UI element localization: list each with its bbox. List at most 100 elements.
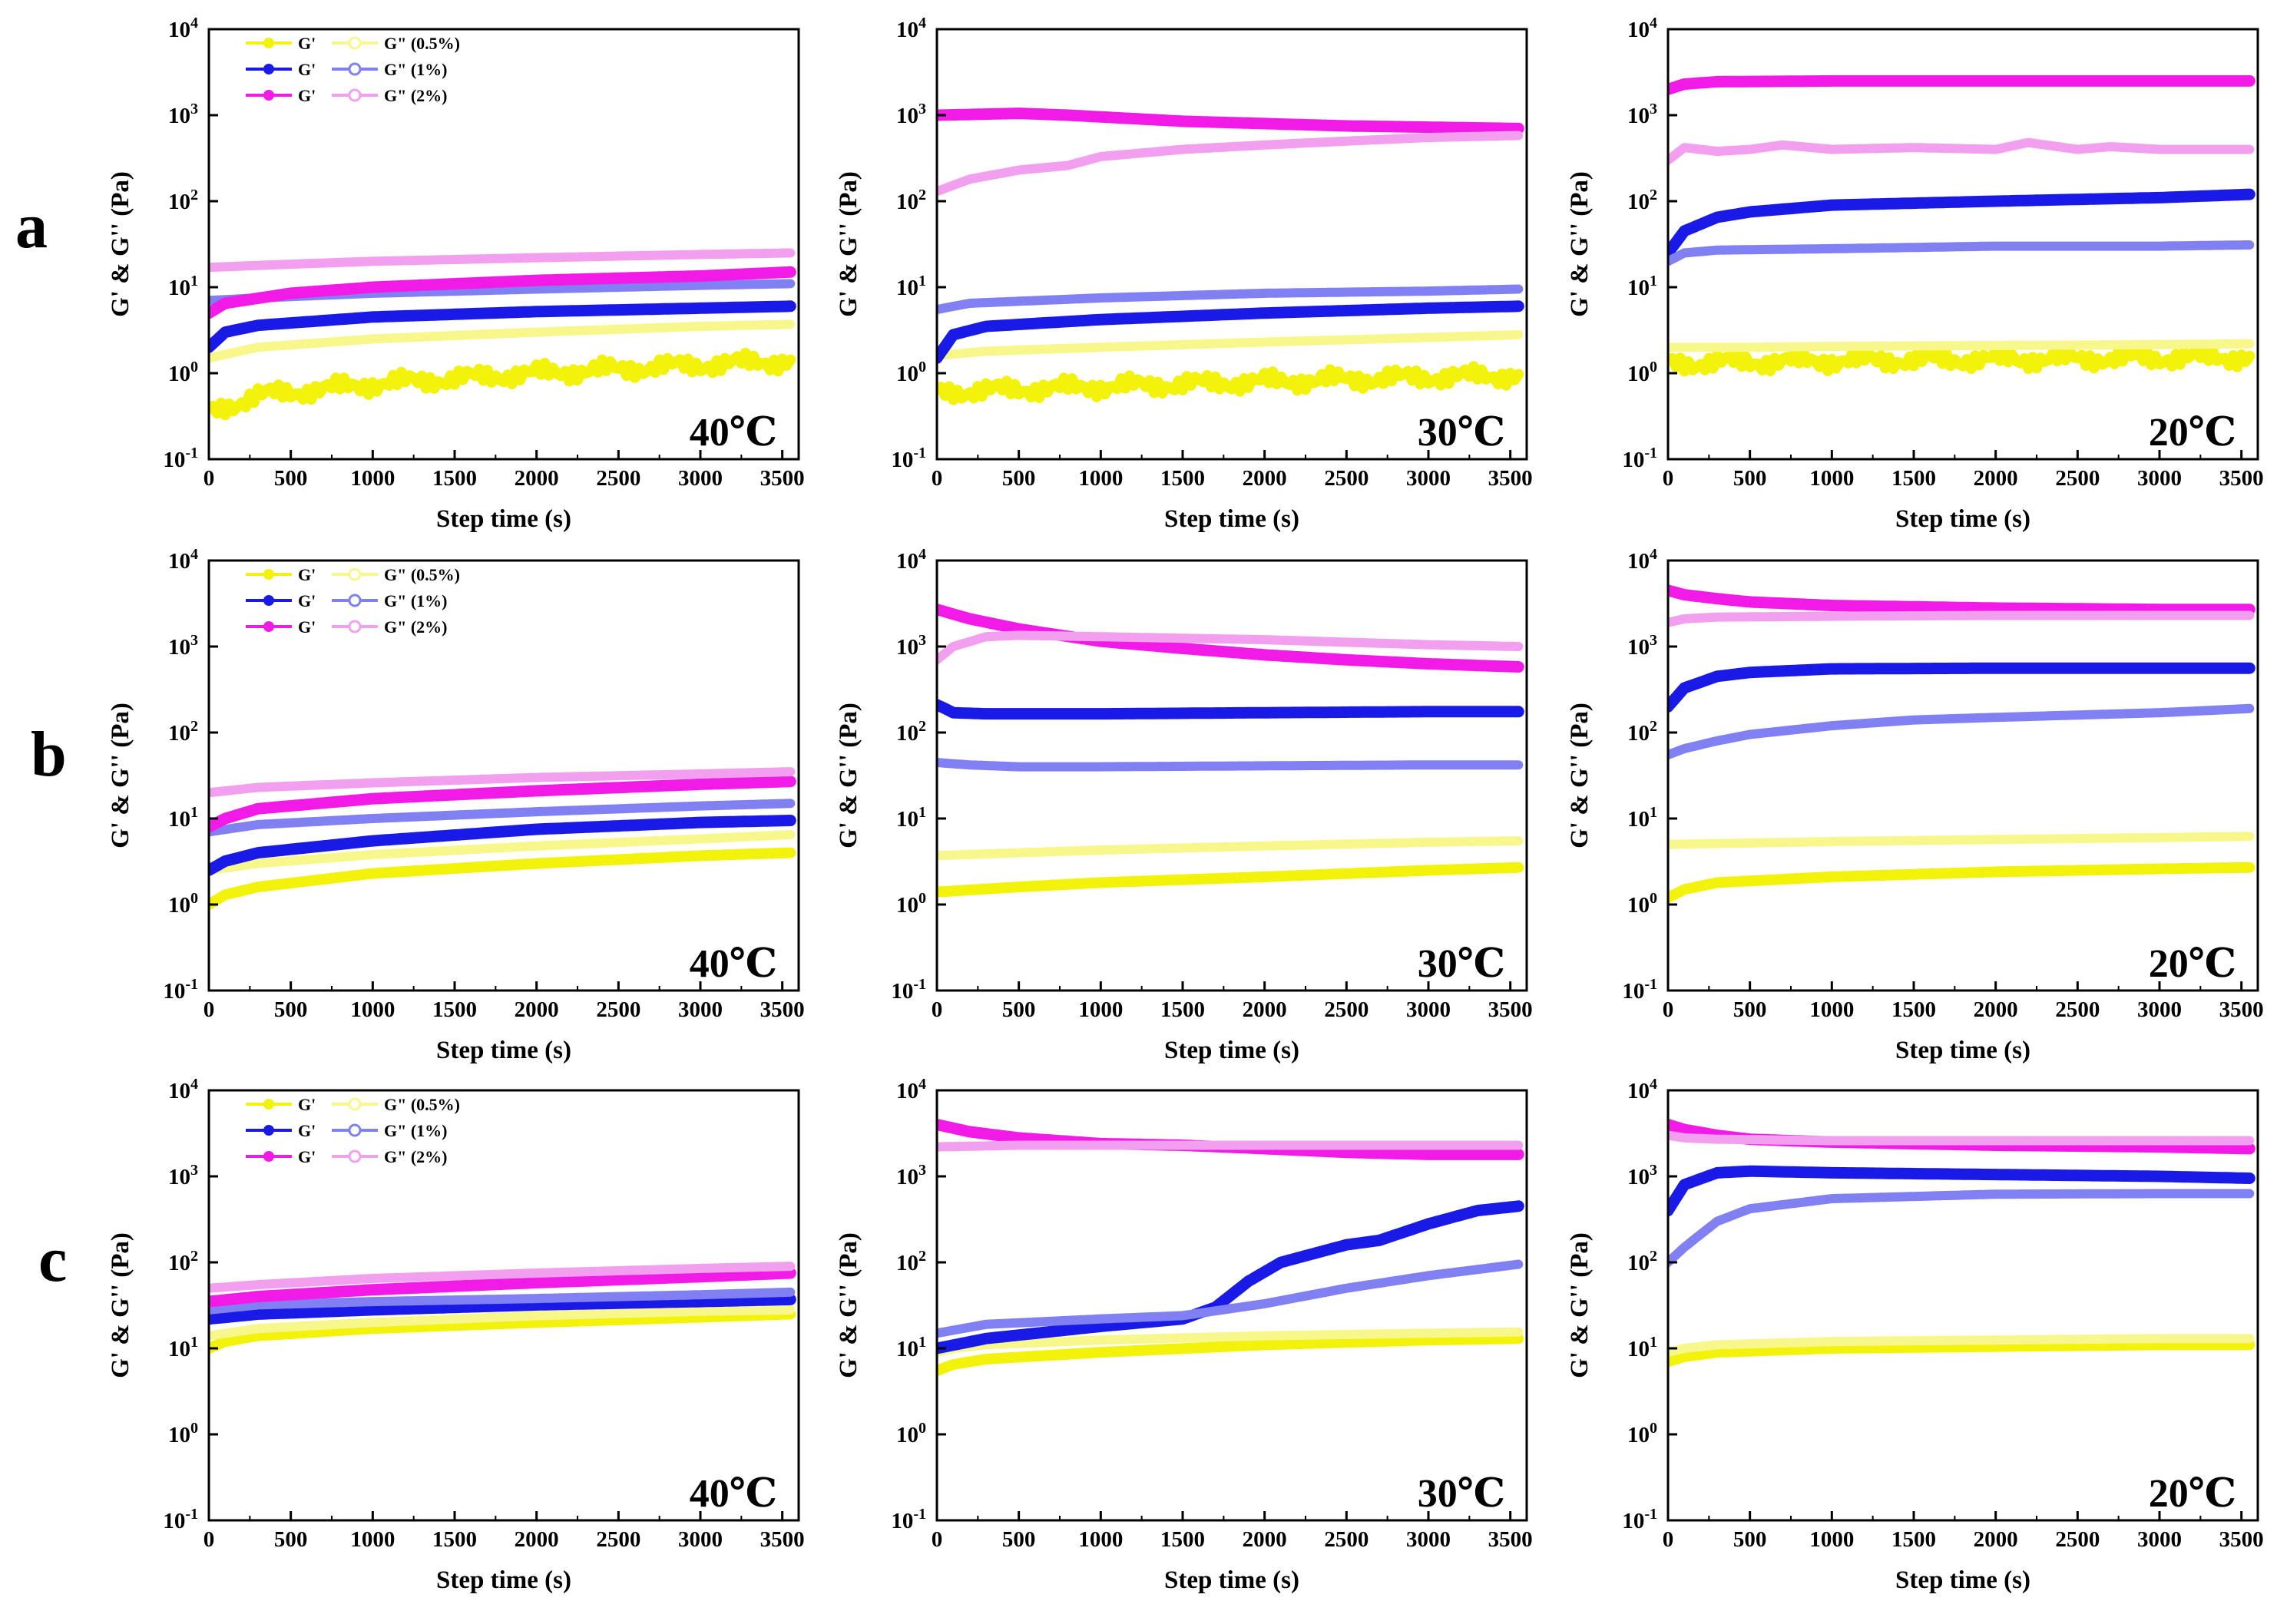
plot-frame bbox=[935, 1089, 1528, 1522]
series-g-dprime-2 bbox=[1668, 137, 2255, 165]
x-tick-label: 2500 bbox=[1324, 1527, 1369, 1552]
y-tick-label: 10-1 bbox=[163, 976, 198, 1004]
y-tick-label: 100 bbox=[168, 359, 198, 386]
y-tick-label: 100 bbox=[896, 890, 926, 918]
series-g-dprime-05 bbox=[937, 329, 1524, 361]
series-group bbox=[1668, 1119, 2255, 1368]
series-g-dprime-05 bbox=[209, 1305, 796, 1341]
series-group bbox=[937, 1119, 1524, 1377]
x-tick-label: 1000 bbox=[1809, 466, 1854, 491]
legend-label-gdprime: G" (2%) bbox=[384, 86, 447, 105]
y-axis-label: G' & G'' (Pa) bbox=[1566, 1232, 1594, 1378]
series-group bbox=[1668, 584, 2255, 904]
legend-marker-open bbox=[348, 88, 362, 102]
x-tick-label: 2500 bbox=[1324, 466, 1369, 491]
row-letter-b: b bbox=[31, 719, 67, 790]
legend-label-gprime: G' bbox=[298, 565, 316, 584]
x-tick-label: 2500 bbox=[2055, 997, 2100, 1022]
series-g-dprime-05 bbox=[937, 836, 1524, 861]
x-tick-label: 2000 bbox=[1974, 1527, 2018, 1552]
x-tick-label: 0 bbox=[204, 997, 215, 1022]
series-g-dprime-1 bbox=[1668, 703, 2255, 760]
x-tick-label: 1000 bbox=[1809, 997, 1854, 1022]
panel-b40: 0 500 1000 1500 2000 2500 3000 3500 10-1 100 101 10… bbox=[107, 546, 805, 1064]
y-tick-label: 10-1 bbox=[1622, 445, 1657, 472]
panels-group: 0 500 1000 1500 2000 2500 3000 350010-110010110… bbox=[107, 15, 2264, 1594]
series-g-dprime-2 bbox=[1668, 610, 2255, 627]
series-group bbox=[209, 248, 796, 421]
legend-marker-open bbox=[348, 1123, 362, 1137]
legend-marker-filled bbox=[263, 90, 274, 101]
series-g-dprime-1 bbox=[209, 799, 796, 837]
x-tick-label: 0 bbox=[932, 1527, 943, 1552]
x-tick-label: 500 bbox=[1733, 466, 1767, 491]
panel-c40: 0 500 1000 1500 2000 2500 3000 3500 10-1 100 101 10… bbox=[107, 1076, 805, 1594]
series-g-dprime-05 bbox=[209, 830, 796, 875]
x-tick-label: 2500 bbox=[1324, 997, 1369, 1022]
x-tick-label: 500 bbox=[274, 1527, 308, 1552]
y-tick-label: 100 bbox=[168, 890, 198, 918]
x-tick-label: 0 bbox=[1663, 997, 1674, 1022]
x-tick-label: 1500 bbox=[1160, 997, 1205, 1022]
x-tick-label: 3500 bbox=[760, 997, 805, 1022]
series-g-dprime-1 bbox=[1668, 240, 2255, 266]
plot-frame bbox=[1666, 559, 2259, 992]
y-tick-label: 103 bbox=[1627, 632, 1657, 660]
legend-marker-filled bbox=[263, 1125, 274, 1136]
series-g-dprime-2 bbox=[209, 767, 796, 798]
row-letter-c: c bbox=[38, 1224, 67, 1295]
x-tick-label: 1500 bbox=[1160, 466, 1205, 491]
series-g-dprime-2 bbox=[209, 248, 796, 273]
plot-frame bbox=[207, 1089, 800, 1522]
y-tick-label: 10-1 bbox=[891, 445, 926, 472]
x-tick-label: 500 bbox=[1733, 1527, 1767, 1552]
y-tick-label: 10-1 bbox=[891, 976, 926, 1004]
x-tick-label: 500 bbox=[1733, 997, 1767, 1022]
legend-marker-open bbox=[348, 36, 362, 50]
y-tick-label: 102 bbox=[168, 1248, 198, 1275]
y-tick-label: 104 bbox=[168, 546, 198, 574]
legend-label-gdprime: G" (0.5%) bbox=[384, 1095, 460, 1114]
y-axis-label: G' & G'' (Pa) bbox=[835, 171, 862, 317]
x-tick-label: 2000 bbox=[515, 997, 559, 1022]
y-tick-label: 101 bbox=[1627, 273, 1657, 300]
x-tick-label: 0 bbox=[204, 466, 215, 491]
x-tick-label: 3000 bbox=[678, 1527, 723, 1552]
x-tick-label: 3500 bbox=[760, 466, 805, 491]
legend-marker-open bbox=[348, 62, 362, 76]
y-axis-label: G' & G'' (Pa) bbox=[835, 703, 862, 848]
y-tick-label: 10-1 bbox=[1622, 976, 1657, 1004]
series-g-dprime-2 bbox=[1668, 1130, 2255, 1146]
x-axis-label: Step time (s) bbox=[436, 1566, 571, 1594]
y-tick-label: 10-1 bbox=[1622, 1506, 1657, 1533]
legend-label-gprime: G' bbox=[298, 34, 316, 53]
y-tick-label: 102 bbox=[1627, 1248, 1657, 1275]
x-tick-label: 3500 bbox=[2219, 1527, 2264, 1552]
y-axis-label: G' & G'' (Pa) bbox=[107, 703, 134, 848]
y-tick-label: 100 bbox=[896, 1420, 926, 1447]
y-tick-label: 104 bbox=[896, 15, 926, 42]
legend-label-gdprime: G" (1%) bbox=[384, 1121, 447, 1140]
legend-marker-open bbox=[348, 1149, 362, 1163]
panel-a20: 0 500 1000 1500 2000 2500 3000 3500 10-1 100 101 10… bbox=[1566, 15, 2264, 533]
x-tick-label: 0 bbox=[204, 1527, 215, 1552]
x-tick-label: 1000 bbox=[350, 997, 395, 1022]
y-tick-label: 103 bbox=[1627, 101, 1657, 128]
x-axis-label: Step time (s) bbox=[1895, 505, 2030, 533]
series-g-prime-1 bbox=[1668, 1165, 2255, 1217]
legend-label-gdprime: G" (1%) bbox=[384, 60, 447, 79]
x-tick-label: 1500 bbox=[432, 466, 477, 491]
series-g-prime-2 bbox=[1668, 74, 2255, 95]
y-tick-label: 102 bbox=[896, 718, 926, 746]
series-g-prime-1 bbox=[209, 300, 796, 353]
legend-label-gdprime: G" (0.5%) bbox=[384, 565, 460, 584]
legend-marker-filled bbox=[263, 621, 274, 632]
x-tick-label: 2000 bbox=[1974, 466, 2018, 491]
x-tick-label: 3000 bbox=[678, 997, 723, 1022]
temperature-label: 40℃ bbox=[690, 411, 777, 455]
legend-marker-filled bbox=[263, 569, 274, 580]
x-axis-label: Step time (s) bbox=[1164, 1037, 1299, 1064]
x-tick-label: 0 bbox=[932, 466, 943, 491]
series-g-prime-2 bbox=[1668, 584, 2255, 616]
